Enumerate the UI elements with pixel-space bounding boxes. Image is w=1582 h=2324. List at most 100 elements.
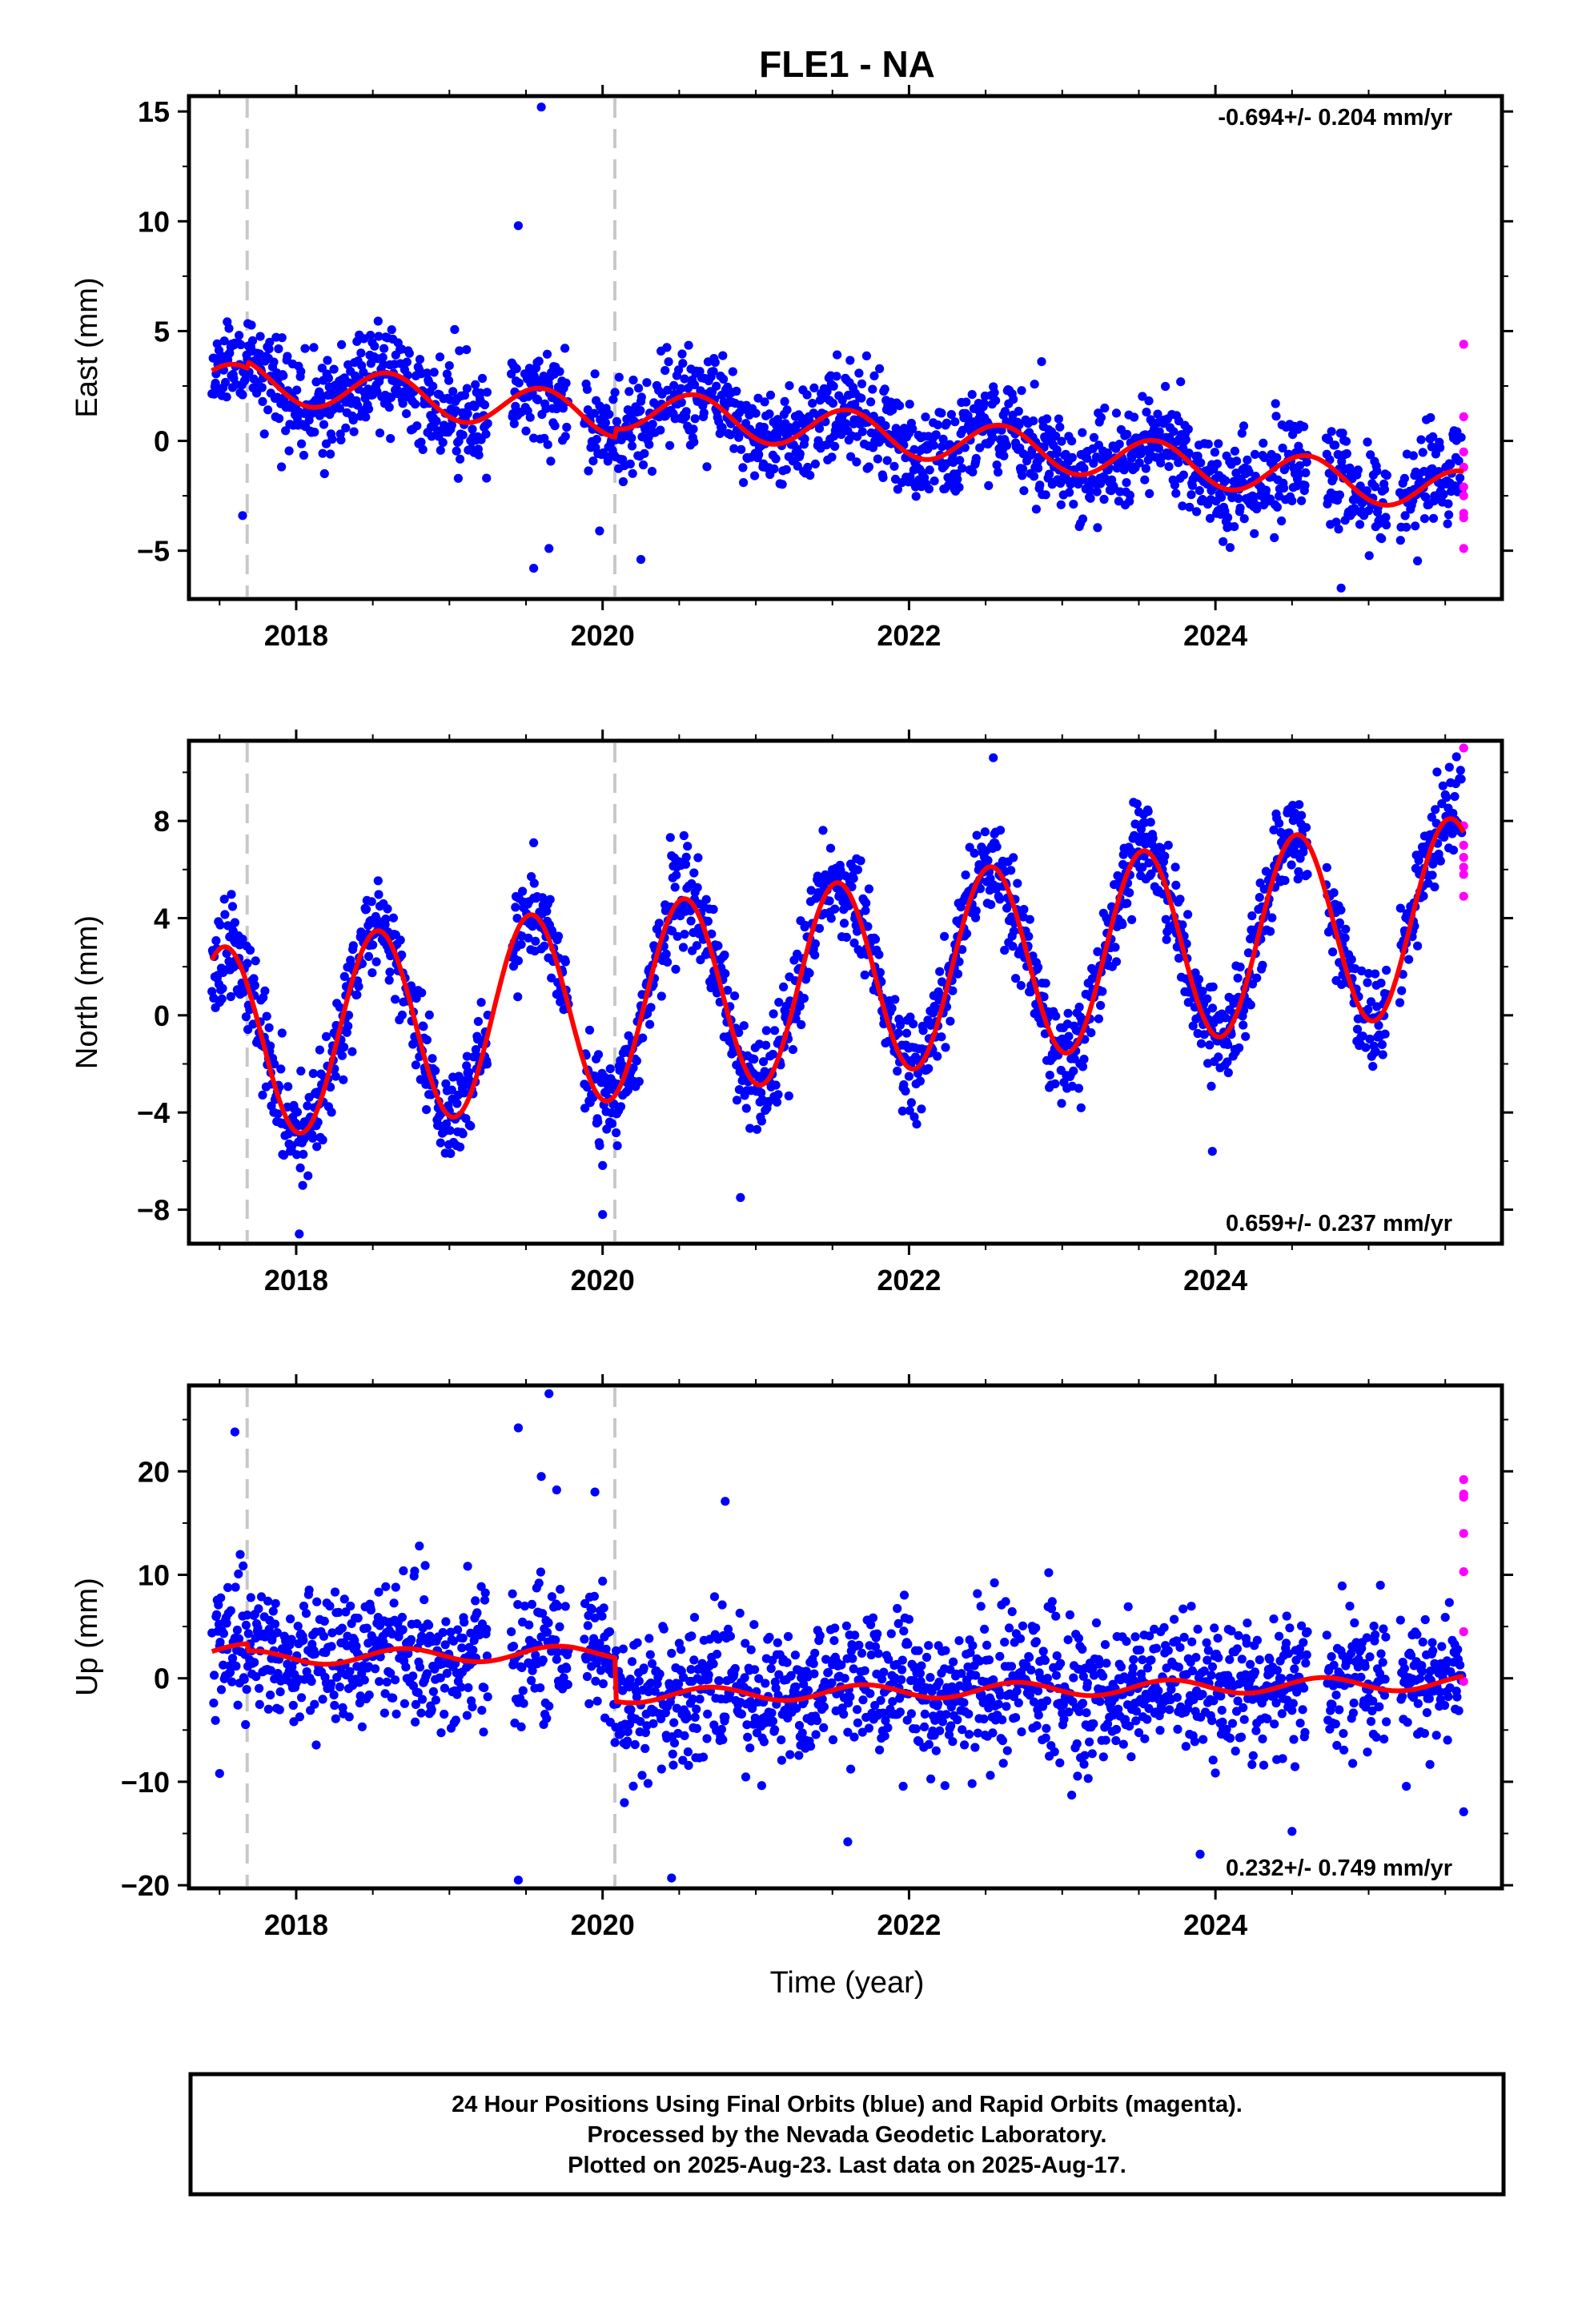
north-final-point — [1328, 947, 1338, 957]
up-final-point — [544, 1618, 553, 1627]
east-final-point — [1219, 537, 1228, 546]
up-final-point — [815, 1630, 825, 1640]
east-final-point — [729, 444, 739, 453]
north-ytick-label: 8 — [154, 805, 170, 838]
north-final-point — [1252, 973, 1262, 983]
east-final-point — [541, 404, 551, 413]
up-final-point — [458, 1633, 468, 1643]
east-final-point — [1279, 483, 1289, 493]
north-final-point — [1170, 862, 1180, 872]
north-final-point — [460, 1088, 469, 1098]
east-final-point — [1366, 450, 1375, 460]
up-final-point — [538, 1655, 548, 1665]
north-final-point — [1024, 931, 1034, 941]
north-final-point — [428, 1054, 437, 1063]
up-final-point — [898, 1781, 908, 1791]
north-final-point — [1239, 1006, 1249, 1015]
east-final-point — [1142, 407, 1151, 417]
east-final-point — [1034, 464, 1043, 473]
up-final-point — [563, 1679, 572, 1690]
north-final-point — [901, 1028, 912, 1038]
north-final-point — [1287, 860, 1296, 870]
east-final-point — [689, 437, 699, 447]
east-final-point — [739, 478, 749, 488]
north-ytick-label: −4 — [137, 1096, 170, 1129]
up-final-point — [628, 1781, 638, 1791]
east-final-point — [247, 336, 258, 346]
north-final-point — [972, 830, 982, 840]
up-final-point — [353, 1614, 363, 1623]
east-final-point — [427, 432, 436, 441]
east-final-point — [857, 393, 866, 403]
up-final-point — [580, 1634, 589, 1644]
north-final-point — [1175, 895, 1185, 904]
north-final-point — [1397, 986, 1407, 995]
up-final-point — [845, 1692, 855, 1702]
east-final-point — [1169, 427, 1178, 436]
east-final-point — [1082, 453, 1092, 463]
east-rapid-point — [1459, 447, 1468, 456]
east-final-point — [846, 452, 856, 461]
up-final-point — [920, 1709, 930, 1719]
east-final-point — [1057, 436, 1066, 446]
north-final-point — [779, 982, 789, 991]
north-final-point — [1138, 862, 1147, 872]
east-final-point — [1259, 452, 1269, 463]
east-xtick-label: 2020 — [571, 619, 635, 652]
east-final-point — [608, 395, 618, 404]
east-final-point — [648, 420, 657, 429]
east-final-point — [765, 390, 776, 400]
east-final-point — [661, 366, 670, 376]
east-final-point — [1239, 478, 1248, 488]
east-final-point — [296, 367, 306, 376]
east-final-point — [638, 460, 648, 470]
up-final-point — [809, 1669, 819, 1679]
east-final-point — [1195, 486, 1204, 496]
east-final-point — [1089, 432, 1099, 442]
east-final-point — [595, 526, 604, 536]
north-final-point — [560, 957, 570, 967]
north-final-point — [709, 904, 718, 915]
north-final-point — [673, 931, 682, 941]
north-final-point — [540, 941, 549, 951]
east-final-point — [1093, 523, 1102, 533]
north-final-point — [1235, 1043, 1244, 1053]
east-final-point — [689, 424, 698, 434]
up-final-point — [375, 1677, 384, 1687]
east-final-point — [1054, 414, 1063, 424]
east-final-point — [829, 381, 838, 391]
east-final-point — [677, 397, 686, 408]
east-final-point — [1078, 475, 1088, 485]
north-final-point — [849, 874, 858, 883]
north-final-point — [1303, 870, 1312, 879]
up-final-point — [453, 1625, 463, 1634]
north-final-point — [462, 1051, 472, 1061]
north-final-point — [1110, 943, 1120, 952]
east-final-point — [1051, 431, 1061, 441]
east-final-point — [674, 365, 684, 375]
up-final-point — [231, 1661, 241, 1671]
east-final-point — [1272, 502, 1282, 512]
north-final-point — [1093, 947, 1102, 956]
up-final-point — [915, 1669, 925, 1679]
east-final-point — [753, 393, 763, 403]
north-final-point — [752, 1124, 762, 1134]
north-final-point — [516, 939, 526, 949]
north-final-point — [436, 1138, 445, 1148]
east-final-point — [304, 416, 314, 425]
east-final-point — [1111, 408, 1122, 418]
up-final-point — [794, 1751, 804, 1760]
east-final-point — [754, 450, 764, 460]
up-final-point — [415, 1663, 425, 1672]
north-final-point — [948, 986, 958, 995]
up-final-point — [757, 1781, 767, 1791]
east-final-point — [1170, 480, 1179, 490]
up-final-point — [242, 1685, 251, 1695]
east-final-point — [329, 364, 339, 374]
east-final-point — [677, 349, 687, 359]
east-final-point — [1086, 493, 1095, 503]
east-final-point — [283, 352, 292, 361]
east-final-point — [436, 445, 445, 455]
east-final-point — [780, 396, 789, 406]
east-final-point — [337, 340, 347, 349]
